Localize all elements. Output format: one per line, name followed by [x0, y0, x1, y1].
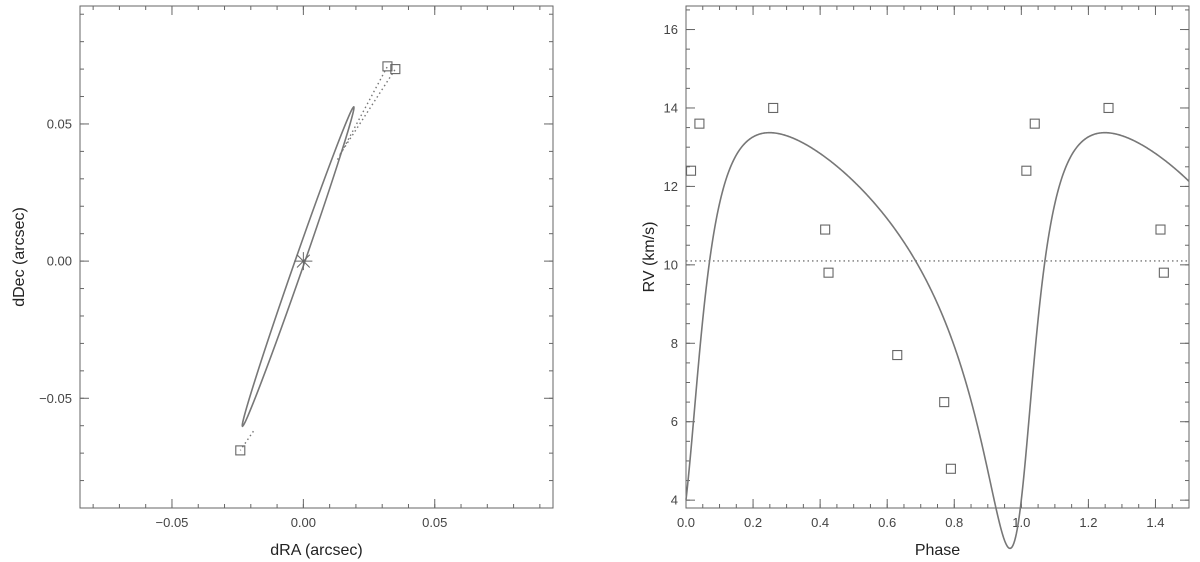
- rv-point: [939, 397, 950, 408]
- rv-y-axis-label: RV (km/s): [641, 222, 658, 293]
- residual-connector: [339, 68, 396, 155]
- y-tick-label: 0.00: [47, 254, 72, 269]
- x-tick-label: 1.0: [1012, 515, 1030, 530]
- rv-point: [685, 165, 697, 176]
- x-tick-label: 0.05: [422, 515, 447, 530]
- y-tick-label: 0.05: [47, 116, 72, 131]
- astrometry-plot-frame: [79, 5, 554, 509]
- astrometry-tick-labels: −0.05 0.00 0.05 −0.05 0.00 0.05: [39, 116, 447, 530]
- rv-point: [694, 118, 705, 129]
- astrometry-x-axis-label: dRA (arcsec): [270, 542, 362, 559]
- rv-point: [1158, 267, 1169, 278]
- astrometry-ticks: [80, 6, 553, 508]
- rv-point: [1021, 165, 1032, 176]
- x-tick-label: 0.4: [811, 515, 829, 530]
- astrometry-panel: −0.05 0.00 0.05−0.050.000.05 dRA (arcsec) …: [11, 5, 554, 559]
- x-tick-label: 0.8: [945, 515, 963, 530]
- astrometry-point: [235, 445, 246, 456]
- orbit-ellipse: [241, 105, 355, 428]
- rv-point: [823, 267, 834, 278]
- rv-point: [820, 224, 831, 235]
- x-tick-label: −0.05: [156, 515, 189, 530]
- rv-model-curve: [685, 131, 1190, 550]
- y-tick-label: 8: [671, 336, 678, 351]
- astrometry-y-axis-label: dDec (arcsec): [11, 207, 28, 307]
- residual-connectors: [239, 66, 396, 451]
- y-tick-label: 16: [664, 22, 678, 37]
- rv-point: [1155, 224, 1166, 235]
- rv-plot-frame: [685, 5, 1190, 509]
- radial-velocity-panel: 0.0 0.2 0.4 0.6 0.8 1.0 1.2 1.4 4 6 8 10 12 14 16 Phas…: [641, 5, 1190, 559]
- astrometry-point: [382, 61, 393, 72]
- y-tick-label: 14: [664, 100, 678, 115]
- rv-point: [1029, 118, 1040, 129]
- rv-point: [1103, 102, 1114, 114]
- y-tick-label: 4: [671, 493, 678, 508]
- x-tick-label: 0.2: [744, 515, 762, 530]
- rv-ticks: [685, 6, 1190, 508]
- primary-star-marker: [294, 252, 313, 271]
- rv-point: [945, 463, 956, 474]
- x-tick-label: 1.4: [1146, 515, 1164, 530]
- astrometry-point: [390, 64, 401, 75]
- astrometry-points: [235, 61, 401, 456]
- residual-connector: [239, 430, 255, 451]
- x-tick-label: 0.0: [677, 515, 695, 530]
- rv-points: [685, 102, 1169, 474]
- x-tick-label: 1.2: [1079, 515, 1097, 530]
- y-tick-label: −0.05: [39, 391, 72, 406]
- rv-tick-labels: 0.0 0.2 0.4 0.6 0.8 1.0 1.2 1.4 4 6 8 10 12 14 16: [664, 22, 1165, 530]
- y-tick-label: 12: [664, 179, 678, 194]
- asterisk-stroke: [296, 254, 311, 268]
- rv-point: [768, 102, 779, 114]
- x-tick-label: 0.00: [291, 515, 316, 530]
- y-tick-label: 10: [664, 257, 678, 272]
- rv-x-axis-label: Phase: [915, 542, 960, 559]
- rv-point: [892, 349, 903, 361]
- x-tick-label: 0.6: [878, 515, 896, 530]
- y-tick-label: 6: [671, 414, 678, 429]
